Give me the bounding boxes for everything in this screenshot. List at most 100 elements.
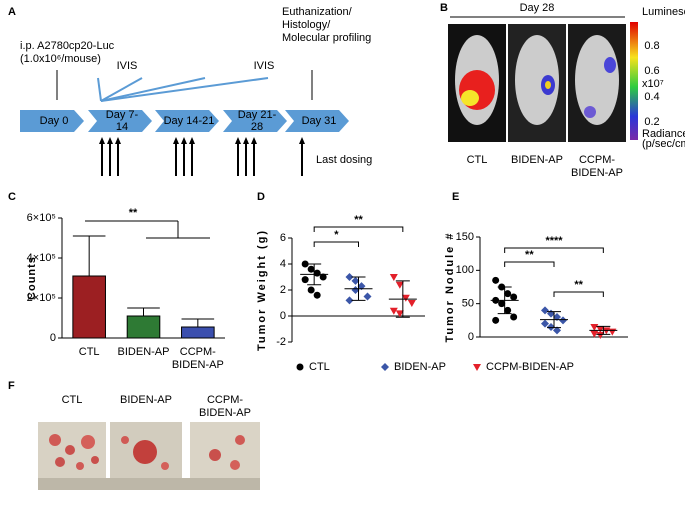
error-bar xyxy=(127,307,160,316)
data-point xyxy=(357,282,366,291)
radiance-label: Radiance(p/sec/cm²/sr) xyxy=(642,128,685,150)
y-tick-label: 0 xyxy=(468,331,474,343)
data-point xyxy=(596,332,605,339)
photo-group-label: BIDEN-AP xyxy=(120,394,172,406)
mouse-images xyxy=(448,16,626,142)
scale-title: Luminescence xyxy=(642,6,685,18)
significance-bracket xyxy=(313,226,404,232)
injection-label: i.p. A2780cp20-Luc (1.0x10⁶/mouse) xyxy=(20,40,115,65)
data-point xyxy=(504,306,512,314)
data-point xyxy=(547,323,555,331)
data-point xyxy=(590,330,599,338)
data-point xyxy=(541,319,549,328)
x-tick-label: CTL xyxy=(79,346,100,358)
sd-bar xyxy=(307,263,322,286)
data-point xyxy=(307,265,315,273)
arrowhead xyxy=(235,137,241,144)
mouse-group-label: BIDEN-AP xyxy=(511,154,563,166)
data-point xyxy=(313,291,321,299)
significance: ** xyxy=(354,214,363,226)
scale-unit: x10⁷ xyxy=(642,78,664,90)
ivis-label: IVIS xyxy=(254,60,275,72)
data-point xyxy=(351,286,360,294)
data-point xyxy=(307,286,315,294)
legend-marker xyxy=(473,364,481,371)
significance-bracket xyxy=(553,291,604,297)
data-point xyxy=(492,316,500,324)
timeline-step xyxy=(223,110,287,132)
arrowhead xyxy=(115,137,121,144)
arrowhead xyxy=(243,137,249,144)
data-point xyxy=(351,276,360,285)
scale-tick: 0.4 xyxy=(644,91,659,103)
arrowhead xyxy=(189,137,195,144)
legend-marker xyxy=(381,363,389,371)
data-point xyxy=(559,316,567,325)
y-tick-label: 0 xyxy=(50,332,56,344)
data-point xyxy=(510,313,518,321)
error-bar xyxy=(181,318,215,327)
data-point xyxy=(492,276,500,284)
timeline-label: Day 14-21 xyxy=(164,115,215,127)
panel-letter: F xyxy=(8,380,15,392)
tumor-photos xyxy=(38,422,260,490)
data-point xyxy=(301,276,309,284)
timeline-label: Day 7-14 xyxy=(106,109,139,133)
colorbar xyxy=(630,22,638,140)
arrowhead xyxy=(251,137,257,144)
arrowhead xyxy=(181,137,187,144)
timeline-label: Day 21-28 xyxy=(238,109,277,133)
ivis-arrow xyxy=(100,77,143,102)
significance-bracket xyxy=(146,221,210,239)
bar xyxy=(72,275,106,339)
scale-tick: 0.2 xyxy=(644,116,659,128)
last-dosing-label: Last dosing xyxy=(316,154,372,166)
y-tick-label: -2 xyxy=(276,336,286,348)
y-tick-label: 50 xyxy=(462,298,474,310)
sd-bar xyxy=(596,325,611,335)
legend-label: CTL xyxy=(309,361,330,373)
data-point xyxy=(504,290,512,298)
y-tick-label: 100 xyxy=(456,264,474,276)
y-tick-label: 4×10⁵ xyxy=(27,252,56,264)
significance: * xyxy=(334,229,339,241)
photo-group-label: CTL xyxy=(62,394,83,406)
data-point xyxy=(319,273,327,281)
sd-bar xyxy=(395,280,410,318)
ivis-arrow xyxy=(100,77,269,102)
sd-bar xyxy=(497,286,512,315)
significance: ** xyxy=(129,207,138,219)
legend-label: BIDEN-AP xyxy=(394,361,446,373)
significance-bracket xyxy=(504,261,555,267)
y-axis-label: Tumor Weight (g) xyxy=(256,229,268,351)
error-bar xyxy=(72,235,106,276)
endpoint-label: Euthanization/Histology/Molecular profil… xyxy=(282,6,371,44)
data-point xyxy=(301,260,309,268)
data-point xyxy=(389,274,398,281)
arrowhead xyxy=(173,137,179,144)
sd-bar xyxy=(547,311,561,329)
data-point xyxy=(345,296,354,305)
y-axis-label: Tumor Nodule # xyxy=(444,232,456,343)
scale-tick: 0.8 xyxy=(644,40,659,52)
timeline-label: Day 0 xyxy=(40,115,69,127)
y-tick-label: 6 xyxy=(280,232,286,244)
arrowhead xyxy=(299,137,305,144)
arrowhead xyxy=(107,137,113,144)
panel-letter: D xyxy=(257,191,265,203)
data-point xyxy=(363,292,372,301)
data-point xyxy=(498,300,506,308)
ivis-label: IVIS xyxy=(117,60,138,72)
scale-tick: 0.6 xyxy=(644,65,659,77)
data-point xyxy=(596,326,605,333)
timeline-step xyxy=(20,110,84,132)
significance: **** xyxy=(545,235,563,247)
arrowhead xyxy=(99,137,105,144)
panel-letter: A xyxy=(8,6,16,18)
timeline-step xyxy=(155,110,219,132)
bar xyxy=(126,315,161,339)
x-tick-label: CCPM-BIDEN-AP xyxy=(172,346,224,371)
data-point xyxy=(590,324,599,331)
day-label: Day 28 xyxy=(520,2,555,14)
